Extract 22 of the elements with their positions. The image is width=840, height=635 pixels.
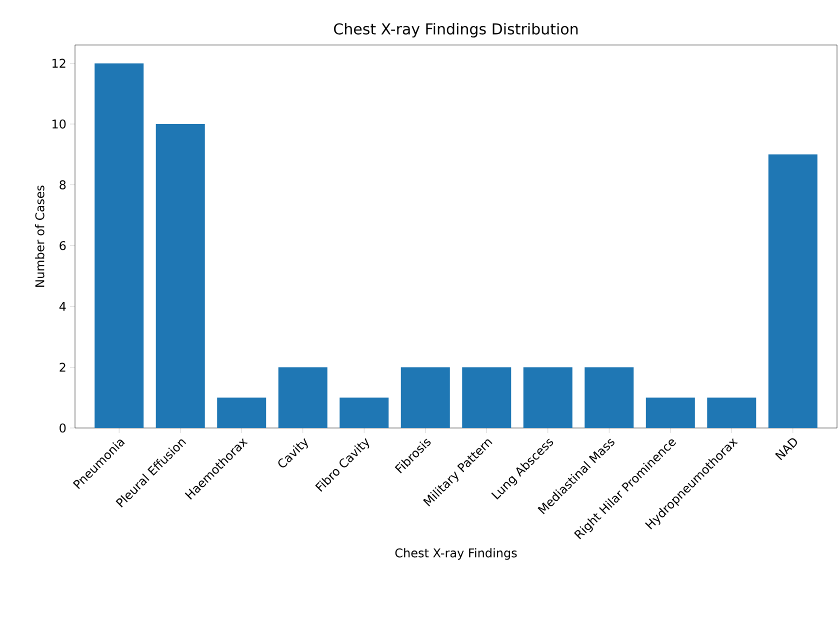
bar [400, 367, 450, 428]
y-tick-label: 0 [60, 423, 66, 433]
y-tick-label: 2 [60, 362, 66, 372]
bar [217, 398, 266, 428]
y-tick-label: 4 [59, 302, 66, 311]
bar [94, 63, 144, 428]
bar [278, 367, 328, 428]
y-tick-label: 10 [52, 119, 66, 129]
bar [768, 154, 818, 428]
bar [156, 124, 205, 428]
x-axis-title: Chest X-ray Findings [395, 548, 517, 560]
y-axis-title: Number of Cases [35, 186, 44, 287]
bar [646, 398, 695, 428]
bar [584, 367, 634, 428]
y-tick-label: 12 [52, 58, 66, 68]
bar [340, 398, 389, 428]
bar [462, 367, 512, 428]
bar [707, 398, 756, 428]
chart-title: Chest X-ray Findings Distribution [334, 22, 578, 38]
bar [523, 367, 572, 428]
y-tick-label: 6 [60, 241, 66, 250]
y-tick-label: 8 [60, 180, 66, 190]
